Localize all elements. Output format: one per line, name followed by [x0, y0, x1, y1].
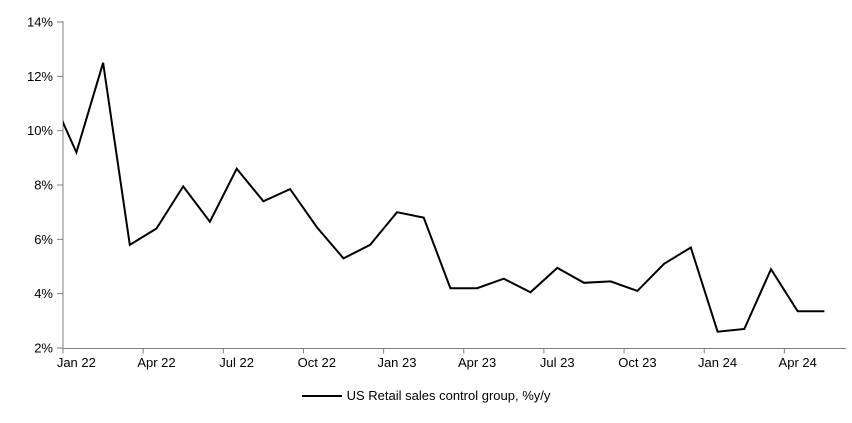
- x-tick-label: Oct 23: [618, 355, 656, 370]
- x-tick-label: Apr 23: [458, 355, 496, 370]
- x-tick-label: Jan 24: [698, 355, 737, 370]
- legend-label: US Retail sales control group, %y/y: [346, 388, 551, 403]
- x-tick-label: Jul 22: [219, 355, 254, 370]
- data-series-line: [63, 62, 825, 333]
- legend-line-icon: [301, 394, 342, 397]
- x-tick-label: Jan 23: [377, 355, 416, 370]
- x-tick-label: Apr 22: [137, 355, 175, 370]
- x-tick-label: Jul 23: [540, 355, 575, 370]
- y-tick-label: 2%: [34, 341, 53, 356]
- y-tick-label: 14%: [27, 15, 53, 30]
- x-tick-label: Jan 22: [57, 355, 96, 370]
- x-tick-label: Oct 22: [298, 355, 336, 370]
- x-tick-label: Apr 24: [779, 355, 817, 370]
- legend: US Retail sales control group, %y/y: [0, 388, 852, 403]
- y-tick-label: 10%: [27, 123, 53, 138]
- y-tick-label: 6%: [34, 232, 53, 247]
- y-tick-label: 4%: [34, 286, 53, 301]
- y-tick-label: 8%: [34, 178, 53, 193]
- y-tick-label: 12%: [27, 69, 53, 84]
